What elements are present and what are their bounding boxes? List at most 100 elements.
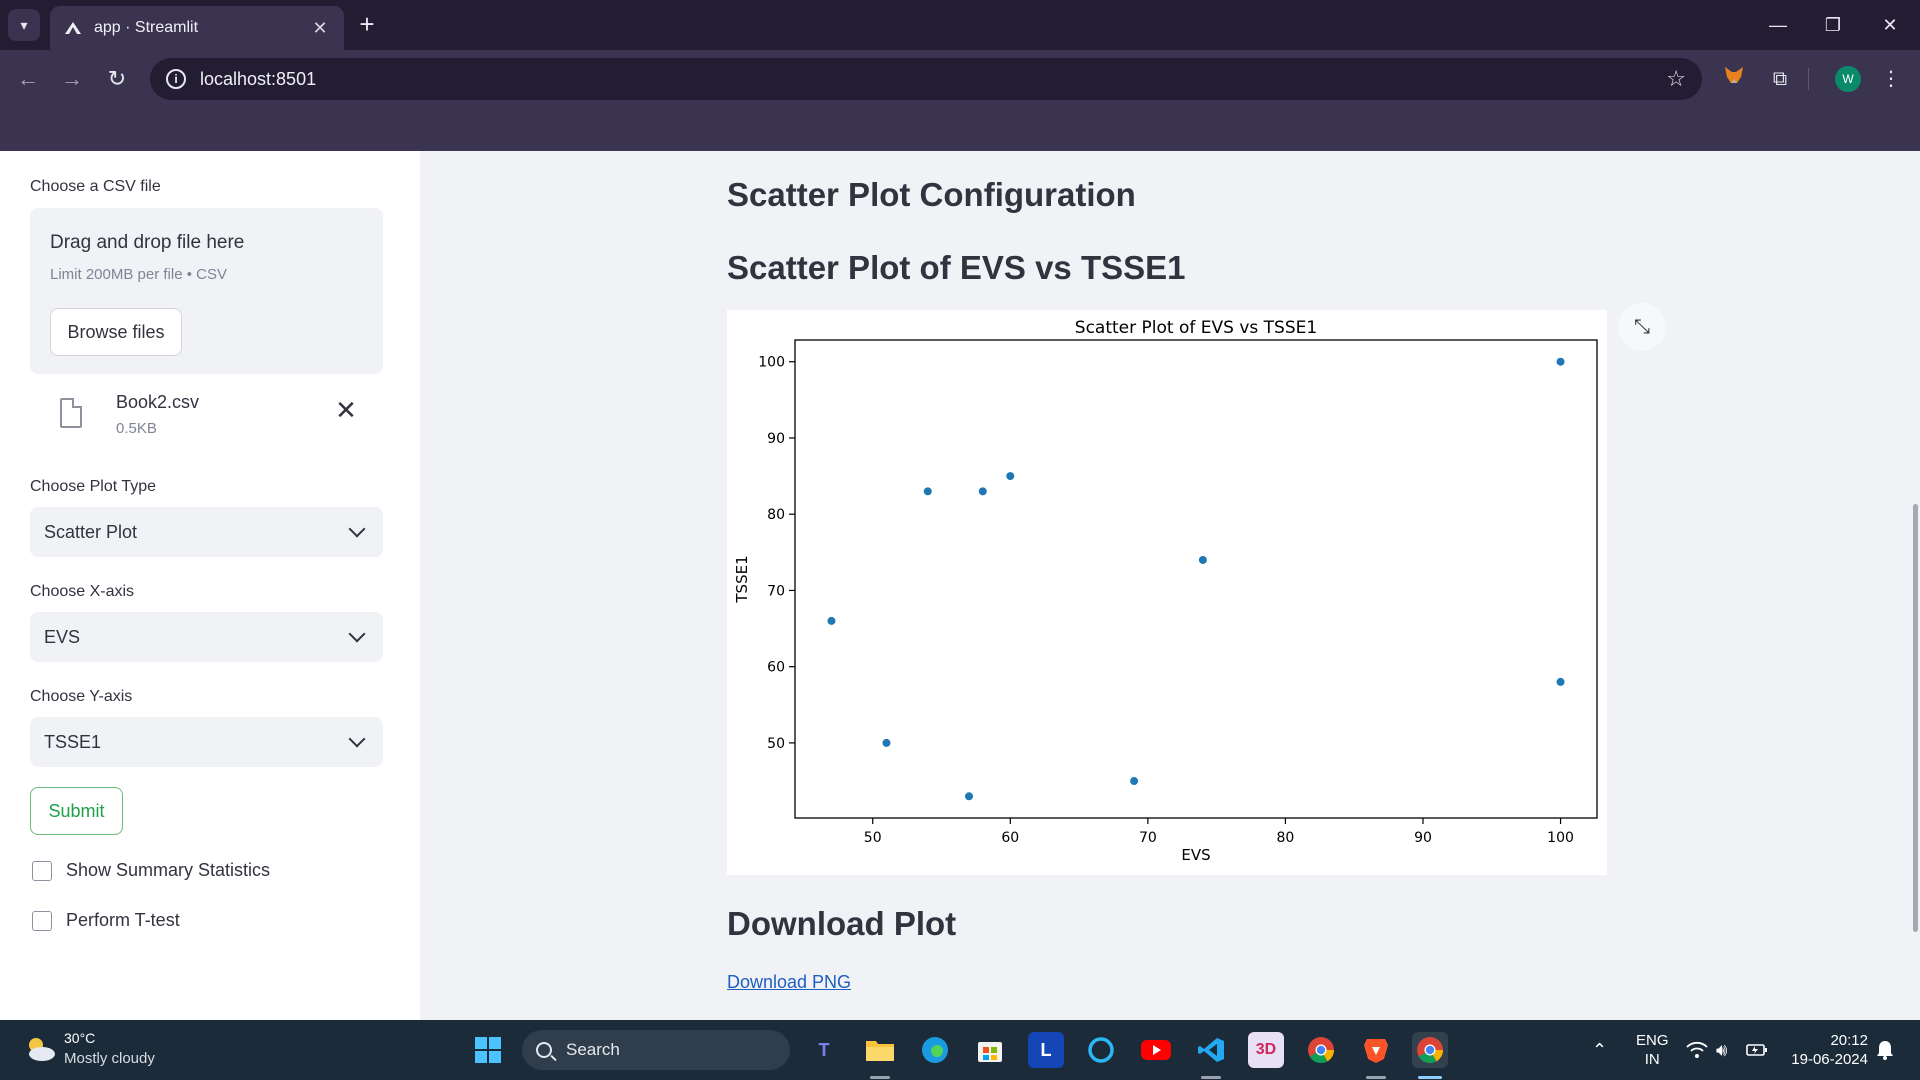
y-tick-label: 60 xyxy=(767,660,785,676)
x-axis-title: EVS xyxy=(1181,846,1210,864)
cortana-ring-icon[interactable] xyxy=(1083,1032,1119,1068)
plot-frame xyxy=(794,339,1598,819)
weather-description: Mostly cloudy xyxy=(64,1050,155,1067)
main-scrollbar[interactable] xyxy=(1913,504,1918,932)
notification-bell-icon[interactable] xyxy=(1876,1020,1894,1080)
dropzone-limit: Limit 200MB per file • CSV xyxy=(50,266,227,283)
streamlit-header-bar xyxy=(0,108,1920,151)
scatter-point xyxy=(827,616,836,625)
profile-avatar[interactable]: W xyxy=(1835,66,1861,92)
file-name: Book2.csv xyxy=(116,392,200,412)
clock-date: 19-06-2024 xyxy=(1791,1051,1868,1068)
clock[interactable]: 20:12 19-06-2024 xyxy=(1786,1020,1868,1080)
x-tick-label: 100 xyxy=(1547,830,1574,846)
new-tab-plus-icon[interactable]: + xyxy=(359,9,375,39)
restore-icon[interactable]: ❐ xyxy=(1824,15,1842,35)
forward-arrow-icon[interactable]: → xyxy=(61,66,83,91)
scatter-point xyxy=(1130,777,1139,786)
plot-image: Scatter Plot of EVS vs TSSE1 50 60 70 80 90 1… xyxy=(727,310,1607,875)
tab-title: app · Streamlit xyxy=(94,19,199,36)
chrome-icon[interactable] xyxy=(1303,1032,1339,1068)
browser-tab[interactable]: app · Streamlit ✕ xyxy=(50,6,344,50)
summary-statistics-checkbox-row[interactable]: Show Summary Statistics xyxy=(32,860,270,881)
file-dropzone[interactable]: Drag and drop file here Limit 200MB per … xyxy=(30,208,383,374)
summary-statistics-checkbox[interactable] xyxy=(32,860,52,881)
wifi-icon[interactable] xyxy=(1686,1020,1708,1080)
browser-menu-kebab-icon[interactable]: ⋮ xyxy=(1881,68,1901,90)
metamask-fox-icon[interactable] xyxy=(1718,63,1750,95)
ttest-checkbox-row[interactable]: Perform T-test xyxy=(32,910,180,931)
search-icon xyxy=(536,1042,552,1058)
x-axis-select[interactable]: EVS xyxy=(30,612,383,662)
y-tick-label: 70 xyxy=(767,583,785,599)
remove-file-close-icon[interactable]: ✕ xyxy=(335,395,357,425)
running-indicator xyxy=(1366,1076,1386,1079)
tab-search-chevron-icon[interactable]: ▾ xyxy=(8,9,40,41)
chrome-profile-icon[interactable] xyxy=(1412,1032,1448,1068)
dropzone-title: Drag and drop file here xyxy=(50,232,245,253)
ttest-label: Perform T-test xyxy=(66,910,180,930)
window-close-icon[interactable]: ✕ xyxy=(1882,15,1898,35)
volume-icon[interactable]: 🔊︎ xyxy=(1716,1039,1728,1060)
y-axis-title: TSSE1 xyxy=(733,555,751,603)
reload-icon[interactable]: ↻ xyxy=(107,66,127,91)
youtube-icon[interactable] xyxy=(1138,1032,1174,1068)
running-indicator xyxy=(870,1076,890,1079)
ttest-checkbox[interactable] xyxy=(32,910,52,931)
plot-type-select[interactable]: Scatter Plot xyxy=(30,507,383,557)
bookmark-star-icon[interactable]: ☆ xyxy=(1666,66,1686,91)
browse-files-button[interactable]: Browse files xyxy=(50,308,182,356)
plot-heading: Scatter Plot of EVS vs TSSE1 xyxy=(727,249,1186,286)
windows-taskbar: 30°C Mostly cloudy Search T L 3D ⌃ ENG xyxy=(0,1020,1920,1080)
extensions-puzzle-icon[interactable]: ⧉ xyxy=(1772,68,1788,90)
language-code: ENG xyxy=(1636,1032,1669,1049)
submit-button[interactable]: Submit xyxy=(30,787,123,835)
scatter-chart: Scatter Plot of EVS vs TSSE1 50 60 70 80 90 1… xyxy=(733,318,1598,864)
teams-icon[interactable]: T xyxy=(818,1039,830,1060)
taskbar-search-input[interactable]: Search xyxy=(522,1030,790,1070)
x-tick-label: 80 xyxy=(1277,830,1295,846)
tray-chevron-up-icon[interactable]: ⌃ xyxy=(1592,1039,1608,1060)
chart-title: Scatter Plot of EVS vs TSSE1 xyxy=(1075,318,1317,338)
y-tick-label: 80 xyxy=(767,507,785,523)
l-app-icon[interactable]: L xyxy=(1028,1032,1064,1068)
language-indicator[interactable]: ENG IN xyxy=(1636,1020,1669,1080)
clock-time: 20:12 xyxy=(1830,1032,1868,1049)
x-axis-label: Choose X-axis xyxy=(30,583,135,600)
running-indicator xyxy=(1201,1076,1221,1079)
plot-type-label: Choose Plot Type xyxy=(30,478,157,495)
url-text: localhost:8501 xyxy=(200,68,317,89)
edge-icon[interactable] xyxy=(917,1032,953,1068)
scatter-point xyxy=(978,487,987,496)
scatter-point xyxy=(1198,555,1207,564)
scatter-point xyxy=(1556,677,1565,686)
region-code: IN xyxy=(1644,1051,1660,1068)
y-axis-value: TSSE1 xyxy=(44,731,102,752)
chevron-down-icon xyxy=(348,625,366,643)
y-axis-select[interactable]: TSSE1 xyxy=(30,717,383,767)
download-png-link[interactable]: Download PNG xyxy=(727,972,852,992)
upload-label: Choose a CSV file xyxy=(30,178,161,195)
scatter-point xyxy=(1556,357,1565,366)
site-info-icon[interactable]: i xyxy=(166,69,186,89)
paint-3d-icon[interactable]: 3D xyxy=(1248,1032,1284,1068)
fullscreen-expand-icon[interactable]: ⤡ xyxy=(1618,303,1666,351)
toolbar-divider xyxy=(1808,68,1809,90)
y-axis-label: Choose Y-axis xyxy=(30,688,133,705)
vscode-icon[interactable] xyxy=(1193,1032,1229,1068)
weather-cloudy-icon[interactable] xyxy=(22,1034,58,1064)
windows-start-icon[interactable] xyxy=(470,1032,506,1068)
tab-close-icon[interactable]: ✕ xyxy=(312,17,328,38)
address-bar[interactable]: i localhost:8501 ☆ xyxy=(150,58,1702,100)
brave-lion-icon[interactable] xyxy=(1358,1032,1394,1068)
battery-icon[interactable] xyxy=(1746,1020,1768,1080)
minimize-icon[interactable]: — xyxy=(1769,15,1787,35)
file-explorer-icon[interactable] xyxy=(862,1032,898,1068)
scatter-point xyxy=(965,792,974,801)
microsoft-store-icon[interactable] xyxy=(972,1032,1008,1068)
file-document-icon xyxy=(60,398,82,428)
browser-toolbar: ← → ↻ i localhost:8501 ☆ ⧉ xyxy=(0,50,1920,108)
search-placeholder: Search xyxy=(566,1040,620,1059)
back-arrow-icon[interactable]: ← xyxy=(17,66,39,91)
active-app-indicator xyxy=(1418,1076,1442,1079)
